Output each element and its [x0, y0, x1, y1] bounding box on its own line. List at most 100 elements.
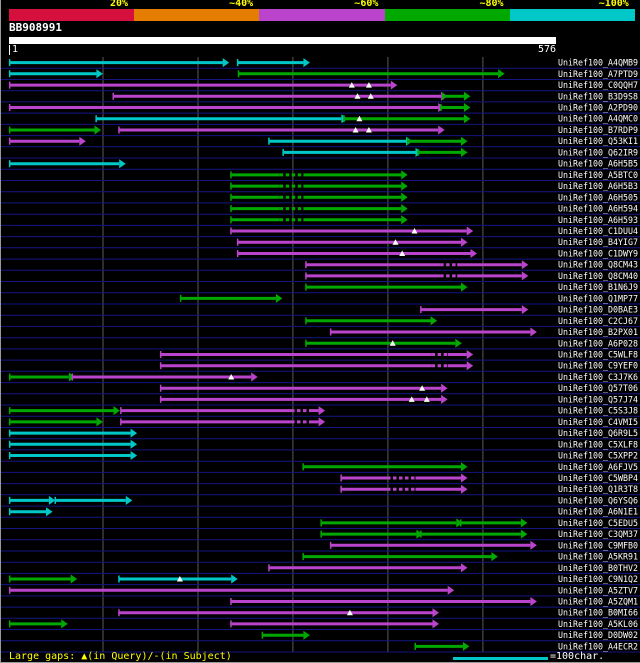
ruler-end-label: 576: [537, 44, 556, 55]
segment-start-tick: [8, 508, 11, 516]
segment-start-tick: [230, 171, 232, 179]
segment-start-tick: [305, 317, 307, 325]
segment-arrowhead-icon: [70, 574, 78, 584]
segment-start-tick: [8, 418, 11, 426]
segment-arrowhead-icon: [401, 215, 408, 225]
hit-label: UniRef100_A6H5B3: [558, 182, 638, 192]
hit-label: UniRef100_C9MFB0: [558, 541, 638, 551]
hit-label: UniRef100_A2PD90: [558, 104, 638, 114]
hit-label: UniRef100_A6H505: [558, 193, 638, 203]
query-gap-marker-icon: [348, 82, 355, 88]
segment-start-tick: [118, 609, 120, 617]
segment-arrowhead-icon: [401, 204, 408, 214]
segment-arrowhead-icon: [222, 58, 230, 68]
segment-start-tick: [8, 373, 11, 381]
hit-label: UniRef100_A6H5B5: [558, 160, 638, 170]
segment-start-tick: [230, 598, 232, 605]
segment-start-tick: [159, 395, 162, 403]
segment-arrowhead-icon: [466, 361, 474, 371]
hit-label: UniRef100_A4QMC0: [558, 115, 638, 125]
hit-label: UniRef100_C5WLF8: [558, 351, 638, 361]
segment-start-tick: [54, 496, 56, 504]
segment-start-tick: [329, 328, 332, 336]
segment-start-tick: [230, 620, 232, 628]
hit-label: UniRef100_Q8CM43: [558, 261, 638, 271]
hit-label: UniRef100_A5BTC0: [558, 171, 638, 181]
segment-arrowhead-icon: [521, 271, 529, 281]
hit-label: UniRef100_C0QQH7: [558, 81, 638, 91]
segment-start-tick: [8, 81, 11, 89]
segment-arrowhead-icon: [470, 249, 477, 258]
query-gap-marker-icon: [346, 609, 353, 616]
segment-start-tick: [8, 586, 11, 594]
segment-arrowhead-icon: [231, 574, 238, 584]
query-gap-marker-icon: [365, 82, 372, 88]
hit-label: UniRef100_C3QM37: [558, 530, 638, 540]
hit-label: UniRef100_A6FJV5: [558, 463, 638, 473]
query-gap-marker-icon: [419, 385, 426, 391]
hit-label: UniRef100_C9YEF0: [558, 362, 638, 372]
identity-scale-segment: [134, 9, 260, 21]
segment-start-tick: [159, 384, 162, 392]
segment-start-tick: [8, 104, 11, 111]
query-gap-marker-icon: [352, 127, 359, 133]
segment-start-tick: [420, 530, 422, 538]
segment-arrowhead-icon: [461, 237, 468, 247]
segment-arrowhead-icon: [438, 125, 445, 135]
segment-start-tick: [305, 283, 307, 291]
segment-start-tick: [95, 115, 97, 123]
hit-label: UniRef100_B1N6J9: [558, 283, 638, 293]
segment-arrowhead-icon: [461, 484, 468, 494]
hit-label: UniRef100_D0BAE3: [558, 306, 638, 316]
segment-arrowhead-icon: [462, 641, 470, 651]
hit-label: UniRef100_B4YIG7: [558, 238, 638, 248]
segment-arrowhead-icon: [130, 428, 138, 438]
segment-start-tick: [8, 496, 11, 504]
hit-label: UniRef100_C5EDU5: [558, 519, 638, 529]
segment-start-tick: [230, 227, 232, 235]
segment-arrowhead-icon: [96, 417, 103, 427]
segment-start-tick: [320, 530, 322, 538]
hit-label: UniRef100_Q62IR9: [558, 148, 638, 158]
segment-arrowhead-icon: [303, 58, 310, 68]
segment-start-tick: [8, 126, 11, 134]
segment-start-tick: [329, 541, 332, 549]
hit-label: UniRef100_Q1R3T8: [558, 485, 638, 495]
segment-arrowhead-icon: [461, 563, 468, 573]
segment-start-tick: [8, 452, 11, 459]
hit-label: UniRef100_Q6YSQ6: [558, 496, 638, 506]
segment-start-tick: [420, 306, 422, 314]
segment-start-tick: [230, 216, 232, 224]
hit-label: UniRef100_C5WBP4: [558, 474, 638, 484]
identity-scale-label: ~100%: [598, 0, 629, 9]
segment-start-tick: [230, 193, 232, 201]
hit-label: UniRef100_Q6R9L5: [558, 429, 638, 439]
segment-arrowhead-icon: [491, 552, 498, 562]
segment-start-tick: [406, 137, 409, 145]
hit-label: UniRef100_C5XLF8: [558, 440, 638, 450]
hit-label: UniRef100_C4VMI5: [558, 418, 638, 428]
hit-label: UniRef100_A5ZQM1: [558, 598, 638, 608]
segment-arrowhead-icon: [94, 125, 101, 135]
segment-arrowhead-icon: [119, 159, 126, 169]
query-gap-marker-icon: [408, 396, 415, 402]
segment-start-tick: [71, 373, 74, 381]
segment-arrowhead-icon: [447, 585, 455, 595]
segment-start-tick: [8, 59, 11, 67]
hit-label: UniRef100_C3J7K6: [558, 373, 638, 383]
hit-label: UniRef100_C1DWY9: [558, 250, 638, 260]
identity-scale-bar: [9, 9, 636, 21]
query-gap-marker-icon: [356, 115, 363, 122]
segment-arrowhead-icon: [521, 305, 529, 315]
segment-start-tick: [8, 160, 11, 168]
segment-arrowhead-icon: [401, 181, 408, 191]
hit-label: UniRef100_Q57T06: [558, 384, 638, 394]
segment-arrowhead-icon: [461, 136, 468, 146]
segment-start-tick: [159, 351, 162, 358]
segment-start-tick: [8, 407, 11, 415]
segment-start-tick: [460, 519, 462, 527]
segment-start-tick: [305, 339, 307, 347]
segment-start-tick: [236, 238, 239, 246]
